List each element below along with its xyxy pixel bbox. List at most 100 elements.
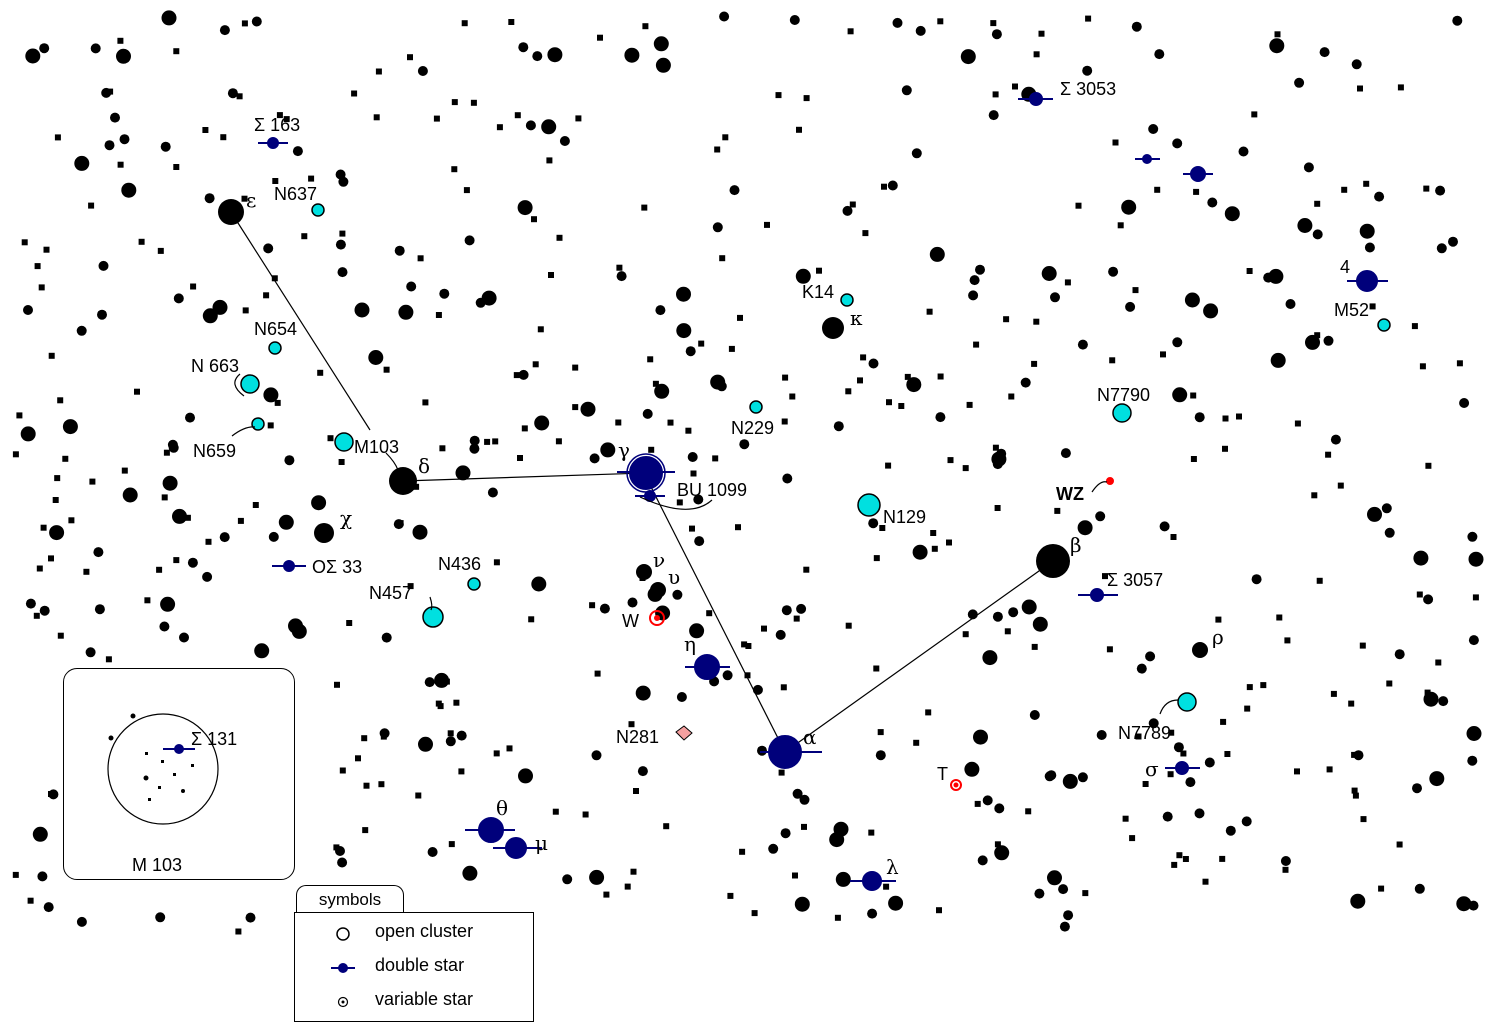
field-star: [351, 90, 358, 97]
field-star: [508, 19, 515, 25]
label-n436: N436: [438, 554, 481, 574]
label-n457: N457: [369, 583, 412, 603]
field-star: [735, 524, 741, 531]
field-star: [1102, 573, 1108, 580]
field-star: [339, 767, 346, 774]
field-star: [782, 374, 789, 381]
field-star: [34, 263, 41, 270]
field-star: [885, 462, 892, 469]
field-star: [761, 625, 767, 632]
legend-row-double-star: double star: [295, 951, 535, 981]
field-star: [435, 312, 442, 318]
label-gamma: γ: [618, 438, 630, 462]
field-star: [458, 768, 465, 775]
label-epsilon: ε: [246, 188, 256, 212]
field-star: [685, 427, 692, 434]
field-star: [33, 612, 40, 619]
field-star: [173, 557, 180, 564]
field-star: [1031, 643, 1038, 650]
field-star: [1394, 649, 1405, 660]
field-star: [462, 865, 478, 881]
field-star: [531, 216, 537, 223]
label-theta: θ: [496, 796, 508, 820]
field-star: [379, 728, 390, 739]
field-star: [904, 373, 911, 380]
field-star: [642, 408, 653, 419]
field-star: [157, 247, 164, 254]
field-star: [572, 364, 579, 371]
field-star: [875, 750, 886, 761]
field-star: [122, 487, 138, 503]
field-star: [1263, 272, 1274, 283]
field-star: [1180, 750, 1187, 757]
field-star: [254, 643, 270, 659]
field-star: [487, 487, 498, 498]
field-star: [913, 739, 920, 746]
field-star: [525, 120, 536, 131]
field-star: [960, 49, 976, 65]
label-n281: N281: [616, 727, 659, 747]
field-star: [1062, 773, 1078, 789]
star-chi: [314, 523, 334, 543]
label-mu: μ: [535, 831, 548, 855]
field-star: [768, 843, 779, 854]
field-star: [1122, 815, 1129, 822]
field-star: [496, 124, 503, 131]
field-star: [1438, 696, 1449, 707]
field-star: [237, 517, 244, 524]
field-star: [161, 494, 168, 501]
field-star: [757, 745, 767, 756]
field-star: [375, 68, 382, 75]
label-eta: η: [684, 632, 696, 656]
field-star: [1381, 503, 1392, 514]
field-star: [532, 361, 539, 368]
field-star: [898, 403, 905, 409]
field-star: [52, 497, 59, 503]
field-star: [1274, 31, 1281, 38]
star-beta: [1036, 544, 1070, 578]
field-star: [394, 245, 405, 256]
field-star: [887, 180, 898, 191]
field-star: [712, 455, 719, 462]
field-star: [873, 665, 880, 672]
field-star: [268, 531, 279, 542]
field-star: [1282, 866, 1289, 873]
field-star: [1435, 185, 1446, 196]
field-star: [48, 789, 59, 800]
field-star: [556, 234, 563, 241]
field-star: [1038, 30, 1045, 37]
field-star: [589, 453, 600, 464]
field-star: [23, 305, 33, 315]
field-star: [842, 205, 853, 216]
field-star: [1467, 755, 1478, 766]
label-sigma3057: Σ 3057: [1107, 570, 1163, 590]
field-star: [117, 37, 124, 44]
field-star: [1303, 162, 1314, 173]
label-t: T: [937, 764, 948, 784]
field-star: [418, 736, 433, 752]
field-star: [591, 750, 602, 761]
field-star: [1374, 191, 1385, 202]
field-star: [782, 473, 793, 484]
legend-row-open-cluster: open cluster: [295, 917, 535, 947]
field-star: [1193, 188, 1200, 195]
label-w: W: [622, 611, 639, 631]
field-star: [283, 116, 290, 123]
field-star: [1058, 884, 1069, 895]
field-star: [518, 42, 529, 53]
field-star: [833, 821, 849, 837]
field-star: [292, 146, 303, 157]
field-star: [991, 29, 1002, 40]
legend-tab[interactable]: symbols: [296, 885, 404, 913]
field-star: [378, 781, 385, 788]
field-star: [116, 48, 131, 64]
field-star: [1064, 279, 1071, 286]
label-upsilon: υ: [668, 565, 680, 589]
field-star: [144, 597, 151, 604]
field-star: [627, 597, 638, 608]
field-star: [1419, 363, 1426, 370]
field-star: [879, 525, 886, 531]
field-star: [263, 387, 279, 403]
field-star: [706, 610, 713, 617]
field-star: [1167, 771, 1174, 778]
